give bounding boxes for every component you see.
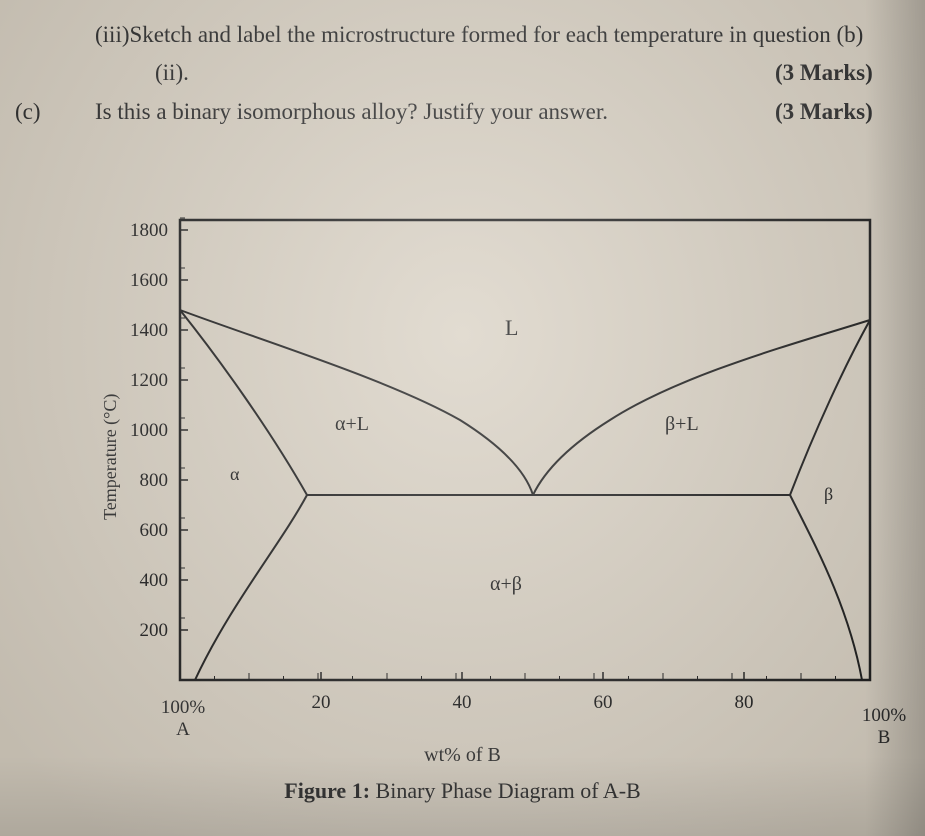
svg-text:20: 20 bbox=[312, 692, 331, 713]
svg-text:1200: 1200 bbox=[130, 370, 168, 391]
svg-text:400: 400 bbox=[140, 570, 169, 591]
figure-caption-text: Binary Phase Diagram of A-B bbox=[370, 778, 641, 803]
svg-text:β: β bbox=[824, 484, 833, 504]
svg-text:α+L: α+L bbox=[335, 413, 369, 435]
svg-text:1600: 1600 bbox=[130, 270, 168, 291]
svg-text:L: L bbox=[505, 315, 518, 340]
svg-text:200: 200 bbox=[140, 620, 169, 641]
figure-caption-prefix: Figure 1: bbox=[284, 778, 370, 803]
svg-text:1400: 1400 bbox=[130, 320, 168, 341]
svg-text:600: 600 bbox=[140, 520, 169, 541]
svg-text:β+L: β+L bbox=[665, 413, 699, 435]
figure-caption: Figure 1: Binary Phase Diagram of A-B bbox=[0, 778, 925, 804]
svg-text:α: α bbox=[230, 464, 240, 484]
svg-text:60: 60 bbox=[594, 692, 613, 713]
svg-text:40: 40 bbox=[453, 692, 472, 713]
svg-text:1800: 1800 bbox=[130, 220, 168, 241]
svg-text:α+β: α+β bbox=[490, 573, 522, 595]
svg-text:80: 80 bbox=[735, 692, 754, 713]
x-axis-label: wt% of B bbox=[0, 740, 925, 770]
svg-text:1000: 1000 bbox=[130, 420, 168, 441]
phase-diagram-chart: 1800 1600 1400 1200 1000 800 600 400 200 20 40 60 80… bbox=[0, 0, 925, 836]
svg-text:800: 800 bbox=[140, 470, 169, 491]
page-root: (iii)Sketch and label the microstructure… bbox=[0, 0, 925, 836]
